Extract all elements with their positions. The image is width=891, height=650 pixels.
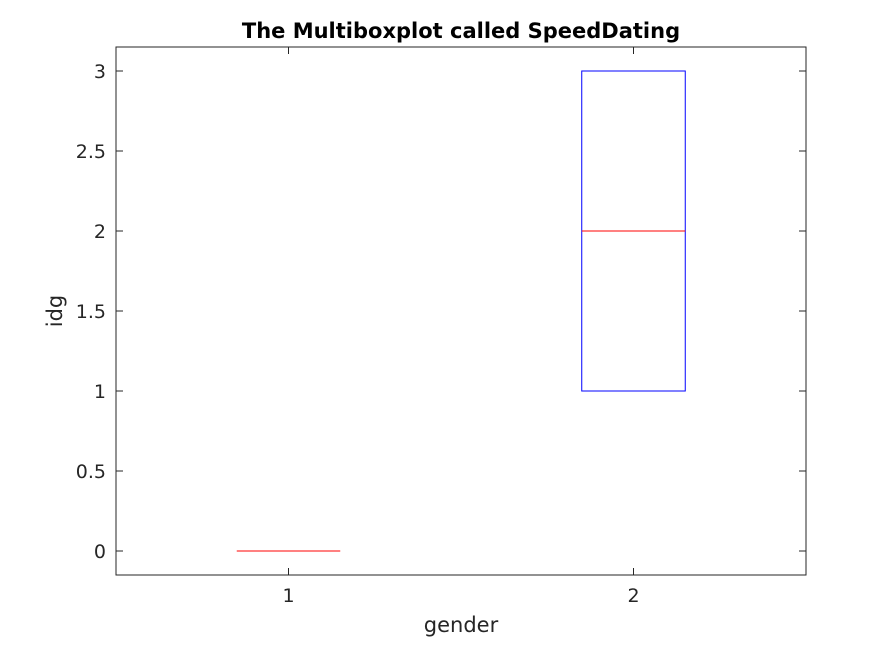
x-axis-label: gender — [424, 613, 499, 637]
y-tick-label: 1 — [94, 381, 106, 403]
chart-title: The Multiboxplot called SpeedDating — [242, 19, 680, 43]
box-group-2 — [581, 70, 686, 392]
y-axis-label: idg — [43, 295, 67, 328]
y-tick-label: 2 — [94, 221, 106, 243]
boxes-layer — [236, 70, 686, 552]
ticks-layer: 0 0.5 1 1.5 2 2.5 3 1 2 — [76, 47, 806, 607]
y-tick-label: 1.5 — [76, 301, 106, 323]
y-tick-label: 3 — [94, 61, 106, 83]
y-tick-label: 2.5 — [76, 141, 106, 163]
plot-area — [115, 46, 807, 576]
y-tick-label: 0.5 — [76, 461, 106, 483]
x-tick-label: 1 — [282, 585, 294, 607]
x-tick-label: 2 — [627, 585, 639, 607]
y-tick-label: 0 — [94, 541, 106, 563]
